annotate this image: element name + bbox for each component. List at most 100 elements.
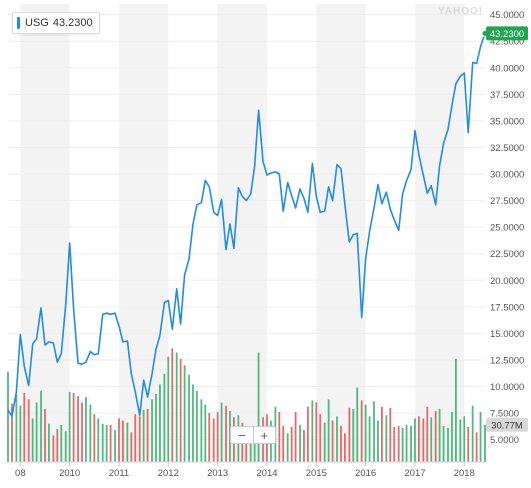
volume-bar <box>331 420 334 462</box>
y-tick-label: 30.0000 <box>490 170 524 181</box>
year-bands <box>20 4 465 462</box>
legend-price: 43.2300 <box>52 17 93 29</box>
volume-bar <box>171 348 174 462</box>
x-axis: 08 2010 2011 2012 2013 2014 2015 2016 2017 2018 <box>8 461 485 479</box>
yahoo-watermark: YAHOO! <box>438 6 484 17</box>
series-legend[interactable]: USG 43.2300 <box>12 12 100 34</box>
zoom-in-button[interactable]: + <box>252 427 276 443</box>
volume-bar <box>97 418 100 462</box>
volume-bar <box>459 419 462 462</box>
volume-bar <box>192 384 194 462</box>
volume-bar <box>377 420 379 462</box>
volume-bar <box>122 420 124 462</box>
volume-bar <box>381 406 383 462</box>
x-tick-label: 2012 <box>158 468 179 479</box>
volume-bar <box>299 424 301 462</box>
volume-bar <box>471 405 474 462</box>
volume-bar <box>23 392 26 462</box>
volume-bar <box>179 358 182 462</box>
volume-bar <box>467 426 470 462</box>
axis-tags: 43.2300 30.77M <box>486 26 528 432</box>
volume-bar <box>89 404 92 462</box>
volume-bar <box>19 405 22 462</box>
volume-bar <box>344 433 346 462</box>
volume-bar <box>352 408 355 462</box>
x-tick-label: 2013 <box>207 468 228 479</box>
volume-bar <box>447 427 449 462</box>
y-tick-label: 20.0000 <box>490 276 524 287</box>
y-tick-label: 12.5000 <box>490 355 524 366</box>
y-tick-label: 10.0000 <box>490 382 524 393</box>
volume-bar <box>138 416 141 462</box>
volume-bar <box>7 371 9 462</box>
y-tick-label: 5.0000 <box>490 435 519 446</box>
volume-bar <box>303 430 305 462</box>
x-tick-label: 2014 <box>256 468 277 479</box>
volume-bar <box>11 403 13 462</box>
volume-bar <box>188 374 190 462</box>
year-band <box>316 4 366 462</box>
price-line <box>7 33 486 418</box>
volume-bar <box>81 402 83 462</box>
volume-bar <box>294 412 297 462</box>
volume-bar <box>31 418 34 462</box>
volume-bar <box>360 400 363 462</box>
zoom-out-button[interactable]: − <box>237 427 246 443</box>
last-price-tag <box>486 26 528 41</box>
volume-bar <box>475 432 478 462</box>
volume-bar <box>348 407 351 462</box>
y-tick-label: 37.5000 <box>490 90 524 101</box>
volume-bar <box>72 392 75 462</box>
volume-bar <box>397 425 400 462</box>
volume-bar <box>155 393 157 462</box>
volume-bar <box>85 397 87 462</box>
volume-bar <box>200 399 203 462</box>
volume-bar <box>410 425 412 462</box>
volume-bar <box>44 408 46 462</box>
volume-bar <box>126 422 129 462</box>
volume-bar <box>311 400 314 462</box>
volume-bar <box>282 425 285 462</box>
x-tick-label: 2017 <box>404 468 425 479</box>
volume-bar <box>484 424 486 462</box>
volume-bar <box>204 404 207 462</box>
volume-bar <box>101 423 104 462</box>
volume-bar <box>430 417 433 462</box>
volume-bar <box>253 434 256 462</box>
y-tick-label: 40.0000 <box>490 63 524 74</box>
x-tick-label: 08 <box>15 468 26 479</box>
y-tick-label: 25.0000 <box>490 223 524 234</box>
x-tick-label: 2018 <box>454 468 475 479</box>
volume-bar <box>257 352 260 462</box>
volume-bar <box>418 416 420 462</box>
volume-tag-label: 30.77M <box>491 420 523 431</box>
y-tick-label: 22.5000 <box>490 249 524 260</box>
y-tick-label: 7.5000 <box>490 409 519 420</box>
volume-bar <box>114 430 116 462</box>
volume-bar <box>48 423 50 462</box>
x-tick-label: 2016 <box>355 468 376 479</box>
volume-bar <box>340 425 342 462</box>
volume-bar <box>319 414 322 462</box>
volume-bar <box>454 358 457 462</box>
volume-bar <box>118 418 120 462</box>
volume-bar <box>414 418 416 462</box>
volume-bar <box>327 399 330 462</box>
y-tick-label: 32.5000 <box>490 143 524 154</box>
y-tick-label: 27.5000 <box>490 196 524 207</box>
volume-bar <box>134 414 137 462</box>
volume-bar <box>40 390 42 462</box>
volume-bar <box>479 412 482 462</box>
volume-bar <box>159 384 161 462</box>
volume-bar <box>426 406 429 462</box>
last-price-tag-label: 43.2300 <box>490 29 524 40</box>
volume-bar <box>434 410 437 462</box>
volume-bar <box>229 410 231 462</box>
volume-bar <box>196 390 198 462</box>
year-band <box>118 4 169 462</box>
zoom-control: − + <box>230 426 276 444</box>
volume-bar <box>167 356 170 462</box>
volume-bar <box>401 427 404 462</box>
